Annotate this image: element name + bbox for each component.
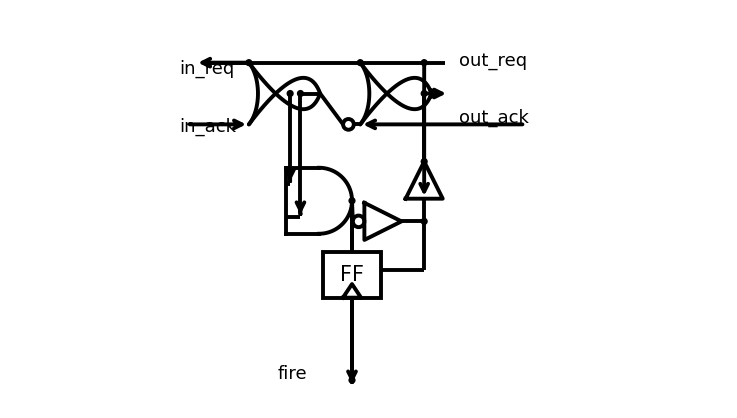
Bar bbox=[323, 252, 381, 298]
Circle shape bbox=[422, 91, 427, 97]
Circle shape bbox=[298, 91, 304, 97]
Circle shape bbox=[349, 198, 355, 204]
Circle shape bbox=[357, 60, 363, 66]
Circle shape bbox=[246, 60, 252, 66]
Circle shape bbox=[287, 91, 293, 97]
Circle shape bbox=[422, 60, 427, 66]
Text: FF: FF bbox=[340, 265, 364, 285]
Circle shape bbox=[349, 377, 355, 383]
Text: in_req: in_req bbox=[179, 60, 234, 78]
Circle shape bbox=[422, 159, 427, 164]
Text: in_ack: in_ack bbox=[179, 117, 236, 136]
Text: out_ack: out_ack bbox=[459, 109, 529, 127]
Text: out_req: out_req bbox=[459, 51, 528, 69]
Text: fire: fire bbox=[278, 365, 307, 383]
Circle shape bbox=[422, 219, 427, 224]
